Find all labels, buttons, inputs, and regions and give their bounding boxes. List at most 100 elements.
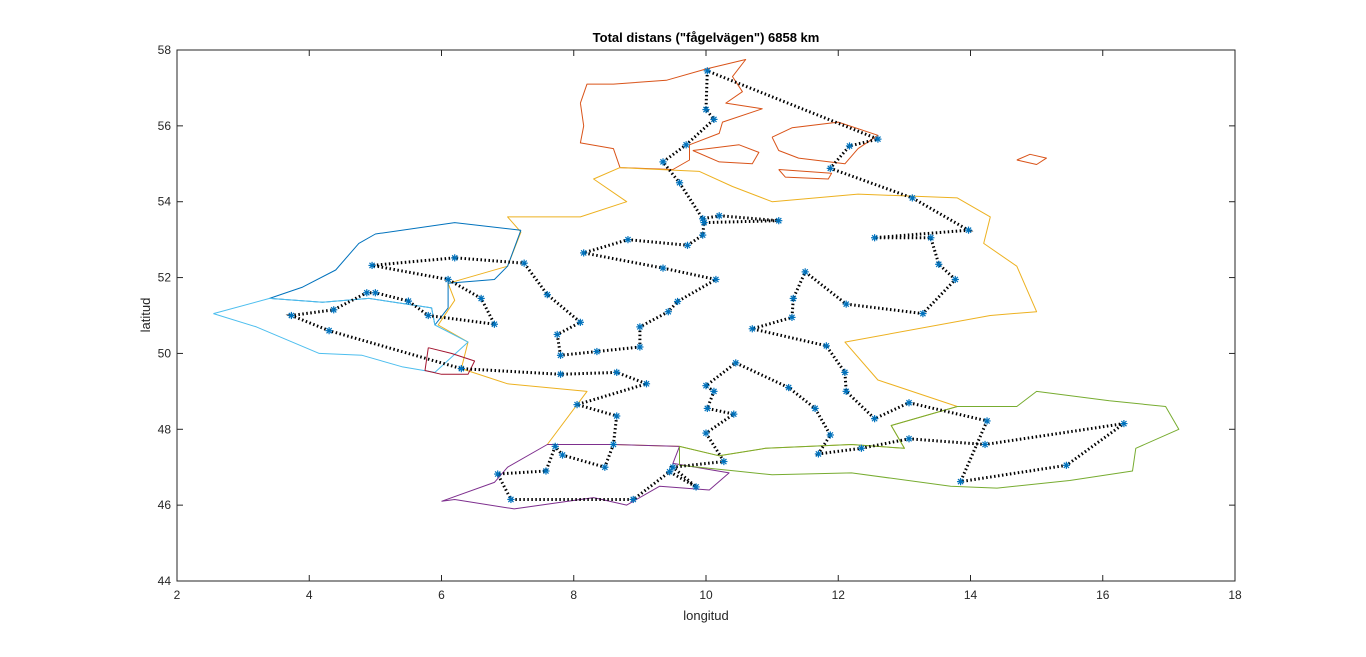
route-point xyxy=(330,306,338,314)
route-point xyxy=(444,275,452,284)
route-point xyxy=(842,300,850,308)
route-point xyxy=(1062,461,1070,469)
route-point xyxy=(490,320,498,328)
route-point xyxy=(748,325,756,333)
route-point xyxy=(702,382,710,390)
route-point xyxy=(712,275,720,284)
route-point xyxy=(580,249,588,257)
route-point xyxy=(613,368,621,376)
route-point xyxy=(636,343,644,351)
route-point xyxy=(325,327,333,335)
route-point xyxy=(700,218,708,227)
route-point xyxy=(732,359,740,367)
route-point xyxy=(556,370,565,378)
route-point xyxy=(673,297,682,306)
x-tick-label: 10 xyxy=(699,588,713,602)
route-point xyxy=(956,478,965,486)
route-point xyxy=(669,463,677,471)
route-point xyxy=(951,275,959,284)
route-point xyxy=(624,236,632,244)
x-tick-label: 18 xyxy=(1228,588,1242,602)
border-schweiz xyxy=(441,444,730,510)
route-point xyxy=(788,313,796,321)
route-point xyxy=(927,234,935,242)
route-point xyxy=(1120,419,1128,428)
route-point xyxy=(368,261,376,270)
y-tick-label: 46 xyxy=(158,498,172,512)
border-luxemburg xyxy=(424,347,476,375)
route-point xyxy=(703,67,711,75)
route-point xyxy=(841,368,849,376)
route-point xyxy=(919,310,927,318)
border-danmark-3 xyxy=(778,169,833,180)
route-point xyxy=(692,483,700,491)
y-tick-label: 50 xyxy=(158,346,172,360)
route-point xyxy=(477,294,485,303)
border-danmark-4 xyxy=(1016,153,1047,165)
route-point xyxy=(871,234,879,242)
route-point xyxy=(556,351,565,359)
route-point xyxy=(558,451,567,459)
route-point xyxy=(703,404,711,413)
x-tick-label: 14 xyxy=(964,588,978,602)
route-point xyxy=(789,294,797,303)
route-point xyxy=(801,268,809,276)
route-point xyxy=(702,429,710,437)
route-point xyxy=(601,463,609,471)
route-point xyxy=(871,415,879,423)
route-point xyxy=(905,399,913,407)
x-tick-label: 8 xyxy=(570,588,577,602)
route-point xyxy=(551,442,559,450)
route-point xyxy=(404,297,413,305)
y-tick-label: 58 xyxy=(158,43,172,57)
route-point xyxy=(710,387,718,395)
route-point xyxy=(451,254,459,262)
route-point xyxy=(905,435,913,443)
route-point xyxy=(507,495,515,504)
x-tick-label: 4 xyxy=(306,588,313,602)
route-point xyxy=(642,380,651,388)
route-point xyxy=(675,179,684,187)
route-line xyxy=(285,69,1125,501)
route-point xyxy=(371,289,379,297)
route-point xyxy=(636,323,644,331)
route-point xyxy=(710,115,718,124)
y-tick-label: 48 xyxy=(158,422,172,436)
border-belgien xyxy=(213,297,469,373)
route-point xyxy=(908,194,916,202)
route-point xyxy=(826,431,834,439)
route-point xyxy=(576,318,584,326)
route-point xyxy=(842,387,850,395)
route-point xyxy=(287,311,295,320)
route-point xyxy=(845,142,854,150)
route-point xyxy=(659,158,667,166)
route-point xyxy=(573,401,581,409)
route-point xyxy=(664,308,672,316)
route-point xyxy=(553,330,561,339)
border-danmark xyxy=(579,59,763,170)
route-point xyxy=(659,264,667,272)
x-tick-label: 6 xyxy=(438,588,445,602)
route-point xyxy=(874,135,882,143)
route xyxy=(285,67,1128,504)
route-point xyxy=(520,259,528,267)
y-tick-label: 44 xyxy=(158,574,172,588)
route-point xyxy=(629,495,637,504)
y-tick-label: 52 xyxy=(158,271,172,285)
route-point xyxy=(822,342,830,350)
route-point xyxy=(730,410,738,418)
route-point xyxy=(424,311,432,320)
route-point xyxy=(857,444,865,452)
route-point xyxy=(785,383,793,392)
route-point xyxy=(935,260,943,268)
route-point xyxy=(699,231,707,239)
route-point xyxy=(826,164,834,172)
route-point xyxy=(702,105,710,114)
y-tick-label: 54 xyxy=(158,195,172,209)
route-point xyxy=(775,217,783,225)
border-danmark-2 xyxy=(771,121,879,165)
route-point xyxy=(542,467,550,475)
